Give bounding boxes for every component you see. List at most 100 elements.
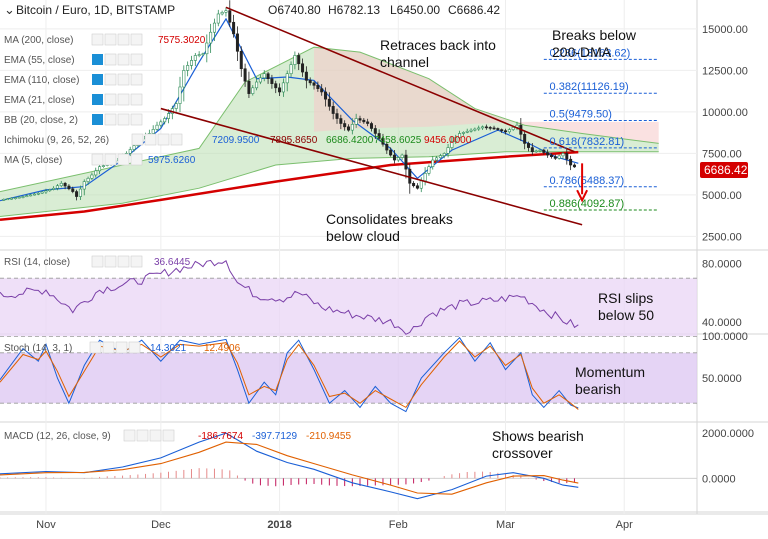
ema110-buttons[interactable] bbox=[92, 73, 143, 86]
fib-label-4: 0.786(5488.37) bbox=[550, 175, 625, 187]
eye-icon[interactable] bbox=[91, 153, 104, 166]
gear-icon[interactable] bbox=[117, 93, 130, 106]
close-icon[interactable] bbox=[130, 53, 143, 66]
ichimoku-buttons[interactable] bbox=[131, 133, 183, 146]
gear-icon[interactable] bbox=[115, 341, 128, 354]
candle-body bbox=[450, 141, 454, 148]
cloud-bearish-fill bbox=[314, 47, 659, 144]
candle-body bbox=[2, 199, 6, 201]
candle-body bbox=[565, 153, 569, 160]
candle-body bbox=[151, 129, 155, 134]
gear-icon[interactable] bbox=[117, 255, 130, 268]
gear-icon[interactable] bbox=[117, 73, 130, 86]
bb-label[interactable]: BB (20, close, 2) bbox=[4, 115, 78, 126]
close-icon[interactable] bbox=[130, 153, 143, 166]
gear-icon[interactable] bbox=[117, 153, 130, 166]
stoch-buttons[interactable] bbox=[89, 341, 141, 354]
rsi-pane bbox=[0, 259, 697, 337]
candle-body bbox=[327, 98, 331, 107]
eye-icon[interactable] bbox=[123, 429, 136, 442]
candle-body bbox=[29, 194, 33, 197]
candle-body bbox=[461, 132, 465, 134]
rsi-label[interactable]: RSI (14, close) bbox=[4, 257, 70, 268]
close-icon[interactable] bbox=[162, 429, 175, 442]
price-tick-4: 12500.00 bbox=[702, 65, 748, 77]
ma5-label[interactable]: MA (5, close) bbox=[4, 155, 62, 166]
candle-body bbox=[526, 143, 530, 148]
fib-label-2: 0.5(9479.50) bbox=[550, 109, 612, 121]
eye-icon[interactable] bbox=[91, 255, 104, 268]
rsi-buttons[interactable] bbox=[91, 255, 143, 268]
candle-body bbox=[553, 156, 557, 159]
settings-icon[interactable] bbox=[104, 113, 117, 126]
eye-icon[interactable] bbox=[92, 94, 103, 105]
stoch-label[interactable]: Stoch (14, 3, 1) bbox=[4, 343, 72, 354]
settings-icon[interactable] bbox=[104, 255, 117, 268]
macd-label[interactable]: MACD (12, 26, close, 9) bbox=[4, 431, 111, 442]
close-icon[interactable] bbox=[130, 255, 143, 268]
candle-body bbox=[75, 191, 79, 197]
price-tick-3: 10000.00 bbox=[702, 107, 748, 119]
candle-body bbox=[569, 158, 573, 166]
ema55-label[interactable]: EMA (55, close) bbox=[4, 55, 75, 66]
ichimoku-label[interactable]: Ichimoku (9, 26, 52, 26) bbox=[4, 135, 109, 146]
cloud-fill bbox=[0, 47, 659, 217]
annotation-macd-1: Shows bearish bbox=[492, 428, 584, 444]
candle-body bbox=[262, 73, 266, 79]
eye-icon[interactable] bbox=[91, 33, 104, 46]
settings-icon[interactable] bbox=[144, 133, 157, 146]
candle-body bbox=[278, 87, 282, 93]
close-icon[interactable] bbox=[130, 73, 143, 86]
macd-buttons[interactable] bbox=[123, 429, 175, 442]
settings-icon[interactable] bbox=[136, 429, 149, 442]
eye-icon[interactable] bbox=[92, 114, 103, 125]
settings-icon[interactable] bbox=[104, 33, 117, 46]
candle-body bbox=[431, 159, 435, 167]
rsi-line bbox=[0, 259, 579, 335]
ma5-buttons[interactable] bbox=[91, 153, 143, 166]
candle-body bbox=[297, 55, 301, 65]
bb-buttons[interactable] bbox=[92, 113, 143, 126]
settings-icon[interactable] bbox=[104, 93, 117, 106]
candle-body bbox=[90, 174, 94, 179]
candle-body bbox=[538, 149, 542, 152]
gear-icon[interactable] bbox=[117, 33, 130, 46]
settings-icon[interactable] bbox=[104, 53, 117, 66]
eye-icon[interactable] bbox=[89, 341, 102, 354]
ma5-value: 5975.6260 bbox=[148, 155, 196, 166]
candle-body bbox=[182, 70, 186, 88]
candle-body bbox=[216, 13, 220, 24]
ema55-buttons[interactable] bbox=[92, 53, 143, 66]
gear-icon[interactable] bbox=[157, 133, 170, 146]
eye-icon[interactable] bbox=[131, 133, 144, 146]
close-icon[interactable] bbox=[130, 93, 143, 106]
ma200-buttons[interactable] bbox=[91, 33, 143, 46]
settings-icon[interactable] bbox=[102, 341, 115, 354]
close-icon[interactable] bbox=[128, 341, 141, 354]
ema21-buttons[interactable] bbox=[92, 93, 143, 106]
gear-icon[interactable] bbox=[149, 429, 162, 442]
eye-icon[interactable] bbox=[92, 54, 103, 65]
annotation-rsi-2: below 50 bbox=[598, 307, 654, 323]
gear-icon[interactable] bbox=[117, 113, 130, 126]
close-icon[interactable] bbox=[170, 133, 183, 146]
indicator-legend: MA (200, close) 7575.3020 EMA (55, close… bbox=[4, 33, 472, 166]
candle-body bbox=[504, 130, 508, 133]
collapse-icon[interactable]: ⌄ bbox=[4, 2, 15, 17]
ema21-label[interactable]: EMA (21, close) bbox=[4, 95, 75, 106]
settings-icon[interactable] bbox=[104, 153, 117, 166]
ma200-label[interactable]: MA (200, close) bbox=[4, 35, 73, 46]
y-axes: 2500.00 5000.00 7500.00 10000.00 12500.00 150… bbox=[702, 24, 754, 485]
candle-body bbox=[55, 185, 59, 189]
candle-body bbox=[377, 133, 381, 139]
close-icon[interactable] bbox=[130, 113, 143, 126]
candle-body bbox=[366, 121, 370, 124]
candle-body bbox=[385, 143, 389, 151]
candle-body bbox=[572, 164, 576, 168]
close-icon[interactable] bbox=[130, 33, 143, 46]
ema110-label[interactable]: EMA (110, close) bbox=[4, 75, 79, 86]
gear-icon[interactable] bbox=[117, 53, 130, 66]
eye-icon[interactable] bbox=[92, 74, 103, 85]
settings-icon[interactable] bbox=[104, 73, 117, 86]
